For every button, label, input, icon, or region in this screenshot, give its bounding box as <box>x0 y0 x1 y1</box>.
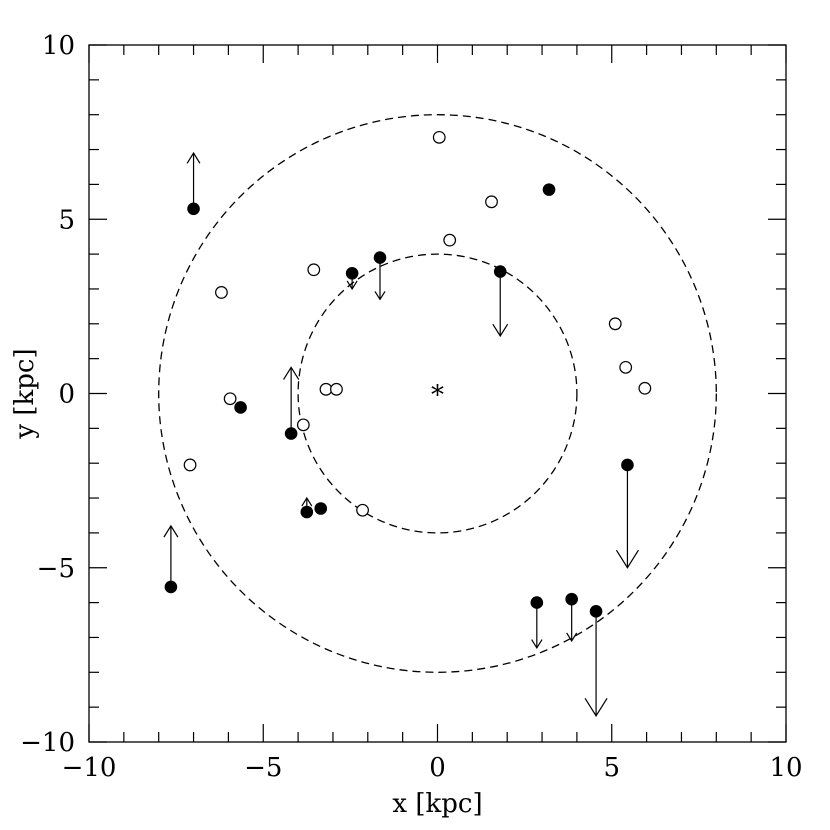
dashed-circle <box>297 253 578 534</box>
arrow-head <box>186 151 201 164</box>
y-tick-label: 5 <box>58 205 75 235</box>
x-tick-label: 0 <box>429 753 446 783</box>
open-point <box>223 392 237 406</box>
filled-point <box>164 580 178 594</box>
tick-labels: −10 −5 0 5 10 −10 −5 0 5 10 <box>20 31 802 783</box>
arrow-head <box>374 291 386 301</box>
filled-point <box>187 202 200 216</box>
y-axis-label: y [kpc] <box>10 348 40 439</box>
filled-point <box>373 251 387 264</box>
filled-point <box>530 596 544 609</box>
open-point <box>485 195 498 209</box>
arrow-head <box>346 280 358 291</box>
filled-point <box>314 502 328 515</box>
x-tick-label: −10 <box>62 753 117 783</box>
center-star-marker: * <box>431 381 444 411</box>
open-point <box>215 286 228 299</box>
open-point <box>432 130 446 144</box>
filled-point <box>542 183 556 196</box>
open-point <box>443 233 457 247</box>
open-point <box>330 382 343 396</box>
axis-ticks <box>88 44 787 743</box>
arrow-head <box>615 549 639 569</box>
filled-point <box>284 427 298 440</box>
open-point <box>638 381 652 395</box>
x-tick-label: 10 <box>769 753 802 783</box>
x-tick-label: −5 <box>244 753 282 783</box>
reference-circles <box>158 114 717 673</box>
arrow-head <box>163 524 179 538</box>
open-point <box>619 360 633 374</box>
filled-point <box>300 505 314 519</box>
open-point <box>296 418 310 432</box>
filled-point <box>493 265 507 278</box>
arrow-head <box>283 366 300 380</box>
x-tick-label: 5 <box>603 753 620 783</box>
y-tick-label: −5 <box>37 554 75 584</box>
open-point <box>608 317 622 331</box>
data-points <box>163 130 652 717</box>
filled-point <box>565 592 578 606</box>
arrow-head <box>531 639 543 650</box>
arrow-head <box>566 632 578 643</box>
x-axis-label: x [kpc] <box>392 789 482 819</box>
y-tick-label: 0 <box>58 380 75 410</box>
arrow-head <box>584 697 608 717</box>
filled-point <box>621 458 634 472</box>
y-tick-label: −10 <box>20 728 75 758</box>
open-point <box>356 503 369 517</box>
open-point <box>307 263 321 277</box>
arrow-head <box>301 496 313 507</box>
filled-point <box>589 605 603 618</box>
y-tick-label: 10 <box>42 31 75 61</box>
open-point <box>183 458 197 472</box>
dashed-circle <box>158 114 717 673</box>
filled-point <box>345 266 359 280</box>
filled-point <box>234 401 247 414</box>
arrow-head <box>492 323 509 338</box>
